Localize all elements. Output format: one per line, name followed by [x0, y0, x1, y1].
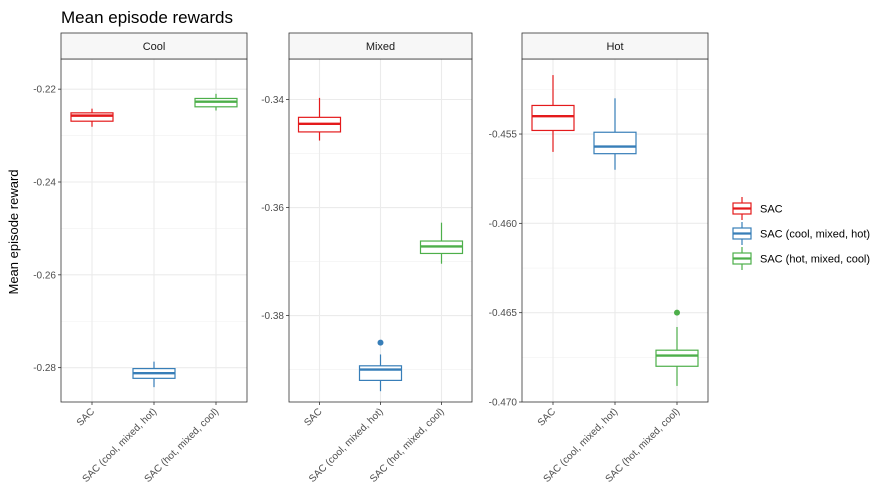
y-tick-label: -0.460 [489, 219, 518, 230]
box-sac-hot-mixed-cool [655, 309, 699, 386]
y-tick-label: -0.28 [33, 363, 56, 374]
box-sac-cool-mixed-hot [593, 98, 637, 170]
box-iqr [655, 349, 699, 367]
x-tick-label: SAC [536, 406, 558, 428]
y-tick-label: -0.36 [261, 203, 284, 214]
facet-strip-label: Mixed [366, 41, 395, 53]
chart-title: Mean episode rewards [61, 8, 233, 27]
box-sac-hot-mixed-cool [419, 222, 464, 264]
box-sac-cool-mixed-hot [132, 361, 176, 388]
y-axis-label: Mean episode reward [6, 169, 21, 294]
y-tick-label: -0.24 [33, 177, 56, 188]
legend-entry-sac-hot-mixed-cool: SAC (hot, mixed, cool) [732, 247, 870, 270]
y-tick-label: -0.22 [33, 85, 56, 96]
box-iqr [531, 104, 575, 132]
legend-entry-sac-cool-mixed-hot: SAC (cool, mixed, hot) [732, 222, 870, 245]
legend-label: SAC [760, 204, 783, 216]
facet-strip [288, 32, 473, 60]
legend-label: SAC (hot, mixed, cool) [760, 254, 870, 266]
box-sac-cool-mixed-hot [358, 339, 403, 392]
y-tick-label: -0.26 [33, 270, 56, 281]
box-iqr [70, 112, 114, 122]
legend-label: SAC (cool, mixed, hot) [760, 229, 870, 241]
outlier-point [377, 339, 384, 346]
box-sac-hot-mixed-cool [194, 93, 238, 111]
box-sac [531, 75, 575, 152]
y-tick-label: -0.465 [489, 308, 518, 319]
x-tick-label: SAC [302, 406, 324, 428]
legend: SAC SAC (cool, mixed, hot) SAC (hot, mixed… [732, 197, 870, 270]
facet-strip-label: Hot [606, 41, 623, 53]
legend-entry-sac: SAC [732, 197, 783, 220]
y-tick-label: -0.455 [489, 130, 518, 141]
y-tick-label: -0.470 [489, 398, 518, 409]
facet-strip [60, 32, 248, 60]
facet-strip-label: Cool [143, 41, 166, 53]
box-iqr [358, 365, 403, 381]
box-sac [297, 97, 342, 141]
x-tick-label: SAC [75, 406, 97, 428]
box-sac [70, 108, 114, 127]
outlier-point [674, 309, 680, 316]
facet-strip [521, 32, 709, 60]
y-tick-label: -0.34 [261, 95, 284, 106]
box-iqr [593, 131, 637, 155]
y-tick-label: -0.38 [261, 311, 284, 322]
